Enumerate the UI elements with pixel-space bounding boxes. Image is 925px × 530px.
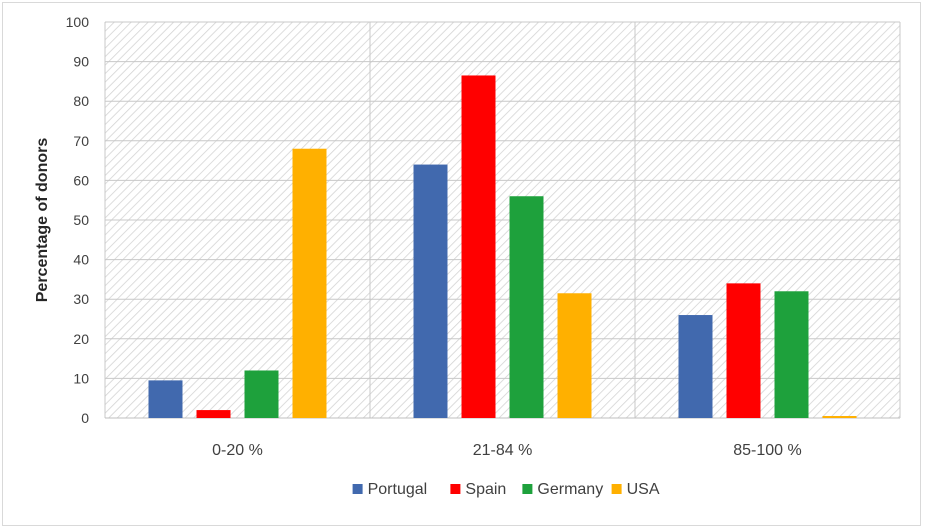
bar-spain-2 xyxy=(726,283,761,418)
x-axis-category-labels: 0-20 % 21-84 % 85-100 % xyxy=(212,442,802,459)
bar-spain-0 xyxy=(196,410,231,418)
gridlines xyxy=(104,21,901,419)
category-label: 0-20 % xyxy=(212,442,263,459)
bar-portugal-0 xyxy=(148,380,183,418)
legend-label-usa: USA xyxy=(627,481,660,498)
category-label: 85-100 % xyxy=(733,442,802,459)
bar-germany-1 xyxy=(509,196,544,418)
legend-label-spain: Spain xyxy=(465,481,506,498)
legend-swatch-usa xyxy=(611,484,622,494)
bar-usa-0 xyxy=(292,148,327,418)
legend-label-germany: Germany xyxy=(537,481,603,498)
y-tick-label: 50 xyxy=(73,212,89,228)
legend-label-portugal: Portugal xyxy=(368,481,428,498)
y-tick-label: 60 xyxy=(73,172,89,188)
y-tick-label: 100 xyxy=(66,14,90,30)
bar-portugal-1 xyxy=(413,164,448,418)
bar-spain-1 xyxy=(461,75,496,419)
y-tick-label: 90 xyxy=(73,54,89,70)
y-axis-tick-labels: 0 10 20 30 40 50 60 70 80 90 100 xyxy=(66,14,90,426)
bar-portugal-2 xyxy=(678,315,713,418)
y-tick-label: 70 xyxy=(73,133,89,149)
y-axis-label: Percentage of donors xyxy=(34,138,51,303)
y-tick-label: 30 xyxy=(73,291,89,307)
legend-swatch-portugal xyxy=(352,484,363,494)
bar-usa-1 xyxy=(557,293,592,418)
legend-swatch-spain xyxy=(450,484,461,494)
y-tick-label: 10 xyxy=(73,370,89,386)
bar-germany-2 xyxy=(774,291,809,418)
y-tick-label: 40 xyxy=(73,252,89,268)
category-label: 21-84 % xyxy=(473,442,533,459)
bar-germany-0 xyxy=(244,370,279,418)
bars xyxy=(148,75,857,419)
y-tick-label: 80 xyxy=(73,93,89,109)
y-tick-label: 0 xyxy=(81,410,89,426)
bar-usa-2 xyxy=(822,416,857,418)
legend: Portugal Spain Germany USA xyxy=(352,481,660,498)
y-tick-label: 20 xyxy=(73,331,89,347)
legend-swatch-germany xyxy=(522,484,533,494)
